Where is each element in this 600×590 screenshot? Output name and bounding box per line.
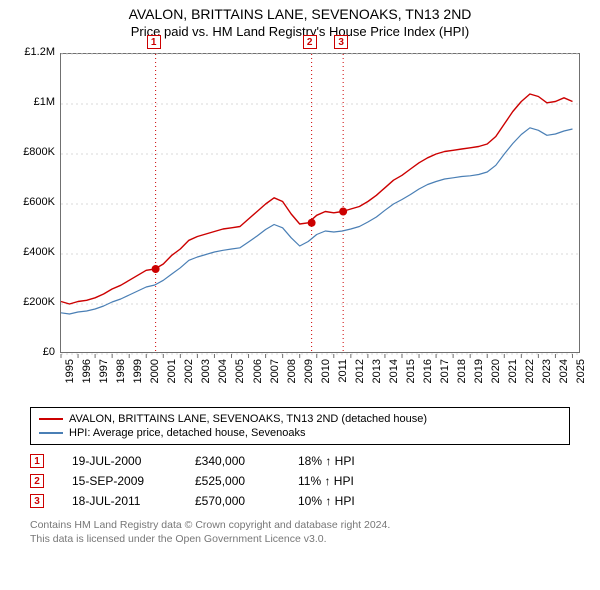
x-tick-label: 2022 (524, 359, 536, 399)
sale-delta: 18% ↑ HPI (298, 454, 355, 468)
sale-delta: 10% ↑ HPI (298, 494, 355, 508)
attribution-footer: Contains HM Land Registry data © Crown c… (30, 519, 570, 546)
x-tick-label: 2018 (456, 359, 468, 399)
footer-line-1: Contains HM Land Registry data © Crown c… (30, 519, 570, 533)
chart-title: AVALON, BRITTAINS LANE, SEVENOAKS, TN13 … (0, 0, 600, 43)
x-tick-label: 2003 (200, 359, 212, 399)
x-tick-label: 2006 (252, 359, 264, 399)
sale-marker-badge: 1 (30, 454, 44, 468)
title-line-2: Price paid vs. HM Land Registry's House … (10, 24, 590, 39)
legend-item: AVALON, BRITTAINS LANE, SEVENOAKS, TN13 … (39, 412, 561, 426)
plot-region (60, 53, 580, 353)
sale-delta: 11% ↑ HPI (298, 474, 354, 488)
x-tick-label: 2009 (303, 359, 315, 399)
x-tick-label: 2013 (371, 359, 383, 399)
sale-date: 18-JUL-2011 (72, 494, 167, 508)
x-tick-label: 2001 (166, 359, 178, 399)
sale-marker-badge: 3 (30, 494, 44, 508)
sale-price: £570,000 (195, 494, 270, 508)
y-tick-label: £200K (10, 296, 55, 308)
x-tick-label: 2000 (149, 359, 161, 399)
x-tick-label: 1995 (64, 359, 76, 399)
sales-table: 1 19-JUL-2000 £340,000 18% ↑ HPI 2 15-SEP-200… (30, 451, 570, 511)
sale-price: £340,000 (195, 454, 270, 468)
x-tick-label: 2007 (269, 359, 281, 399)
x-tick-label: 2008 (286, 359, 298, 399)
sale-marker-1: 1 (147, 35, 161, 49)
x-tick-label: 2002 (183, 359, 195, 399)
y-tick-label: £800K (10, 146, 55, 158)
x-tick-label: 2025 (575, 359, 587, 399)
x-tick-label: 1998 (115, 359, 127, 399)
x-tick-label: 2016 (422, 359, 434, 399)
x-tick-label: 1999 (132, 359, 144, 399)
sale-price: £525,000 (195, 474, 270, 488)
sale-date: 15-SEP-2009 (72, 474, 167, 488)
sale-date: 19-JUL-2000 (72, 454, 167, 468)
x-tick-label: 1997 (98, 359, 110, 399)
y-tick-label: £400K (10, 246, 55, 258)
footer-line-2: This data is licensed under the Open Gov… (30, 533, 570, 547)
legend: AVALON, BRITTAINS LANE, SEVENOAKS, TN13 … (30, 407, 570, 445)
x-tick-label: 1996 (81, 359, 93, 399)
x-tick-label: 2011 (337, 359, 349, 399)
plot-svg (61, 54, 581, 354)
x-tick-label: 2024 (558, 359, 570, 399)
x-tick-label: 2010 (320, 359, 332, 399)
y-tick-label: £1.2M (10, 46, 55, 58)
sale-row: 3 18-JUL-2011 £570,000 10% ↑ HPI (30, 491, 570, 511)
x-tick-label: 2004 (217, 359, 229, 399)
sale-row: 1 19-JUL-2000 £340,000 18% ↑ HPI (30, 451, 570, 471)
legend-swatch (39, 432, 63, 434)
legend-label: AVALON, BRITTAINS LANE, SEVENOAKS, TN13 … (69, 413, 427, 425)
x-tick-label: 2020 (490, 359, 502, 399)
x-tick-label: 2021 (507, 359, 519, 399)
x-tick-label: 2019 (473, 359, 485, 399)
y-tick-label: £0 (10, 346, 55, 358)
x-tick-label: 2012 (354, 359, 366, 399)
sale-row: 2 15-SEP-2009 £525,000 11% ↑ HPI (30, 471, 570, 491)
x-tick-label: 2023 (541, 359, 553, 399)
sale-marker-2: 2 (303, 35, 317, 49)
legend-swatch (39, 418, 63, 420)
sale-marker-badge: 2 (30, 474, 44, 488)
legend-item: HPI: Average price, detached house, Seve… (39, 426, 561, 440)
sale-marker-3: 3 (334, 35, 348, 49)
y-tick-label: £600K (10, 196, 55, 208)
x-tick-label: 2015 (405, 359, 417, 399)
legend-label: HPI: Average price, detached house, Seve… (69, 427, 305, 439)
chart-area: £0 £200K £400K £600K £800K £1M £1.2M 1995 1996 1… (10, 43, 590, 403)
x-tick-label: 2014 (388, 359, 400, 399)
x-tick-label: 2005 (234, 359, 246, 399)
x-tick-label: 2017 (439, 359, 451, 399)
title-line-1: AVALON, BRITTAINS LANE, SEVENOAKS, TN13 … (10, 6, 590, 22)
y-tick-label: £1M (10, 96, 55, 108)
